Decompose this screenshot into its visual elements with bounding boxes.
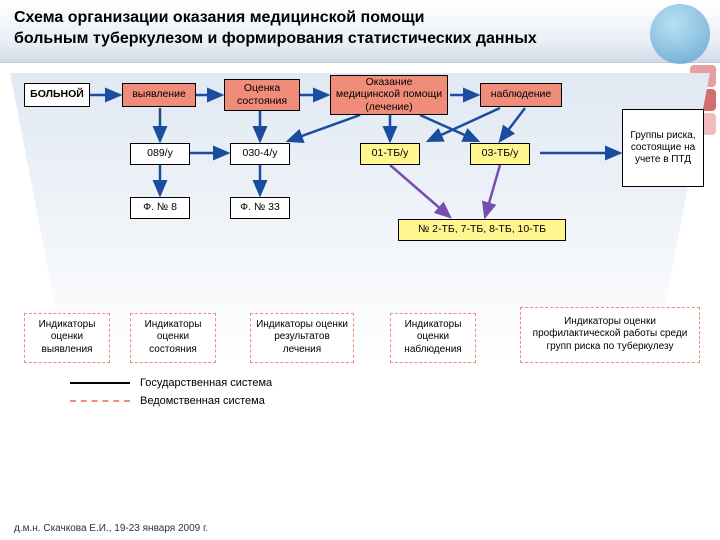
header: Схема организации оказания медицинской п… xyxy=(0,0,720,63)
node-form089: 089/у xyxy=(130,143,190,165)
arrow-layer xyxy=(0,63,720,463)
node-form03tb: 03-ТБ/у xyxy=(470,143,530,165)
node-f8: Ф. № 8 xyxy=(130,197,190,219)
node-tb-list: № 2-ТБ, 7-ТБ, 8-ТБ, 10-ТБ xyxy=(398,219,566,241)
globe-icon xyxy=(650,4,710,64)
page-title: Схема организации оказания медицинской п… xyxy=(14,8,706,50)
node-observation: наблюдение xyxy=(480,83,562,107)
node-risk-groups: Группы риска, состоящие на учете в ПТД xyxy=(622,109,704,187)
title-line-1: Схема организации оказания медицинской п… xyxy=(14,9,424,26)
node-f33: Ф. № 33 xyxy=(230,197,290,219)
indicator-assessment: Индикаторы оценки состояния xyxy=(130,313,216,363)
indicator-risk: Индикаторы оценки профилактической работ… xyxy=(520,307,700,363)
node-detection: выявление xyxy=(122,83,196,107)
indicator-observation: Индикаторы оценки наблюдения xyxy=(390,313,476,363)
footer-text: д.м.н. Скачкова Е.И., 19-23 января 2009 … xyxy=(14,523,208,534)
node-form030: 030-4/у xyxy=(230,143,290,165)
diagram-area: БОЛЬНОЙ выявление Оценка состояния Оказа… xyxy=(0,63,720,463)
node-treatment: Оказание медицинской помощи (лечение) xyxy=(330,75,448,115)
title-line-2: больным туберкулезом и формирования стат… xyxy=(14,30,537,47)
node-patient: БОЛЬНОЙ xyxy=(24,83,90,107)
node-form01tb: 01-ТБ/у xyxy=(360,143,420,165)
indicator-treatment: Индикаторы оценки результатов лечения xyxy=(250,313,354,363)
indicator-detection: Индикаторы оценки выявления xyxy=(24,313,110,363)
node-assessment: Оценка состояния xyxy=(224,79,300,111)
